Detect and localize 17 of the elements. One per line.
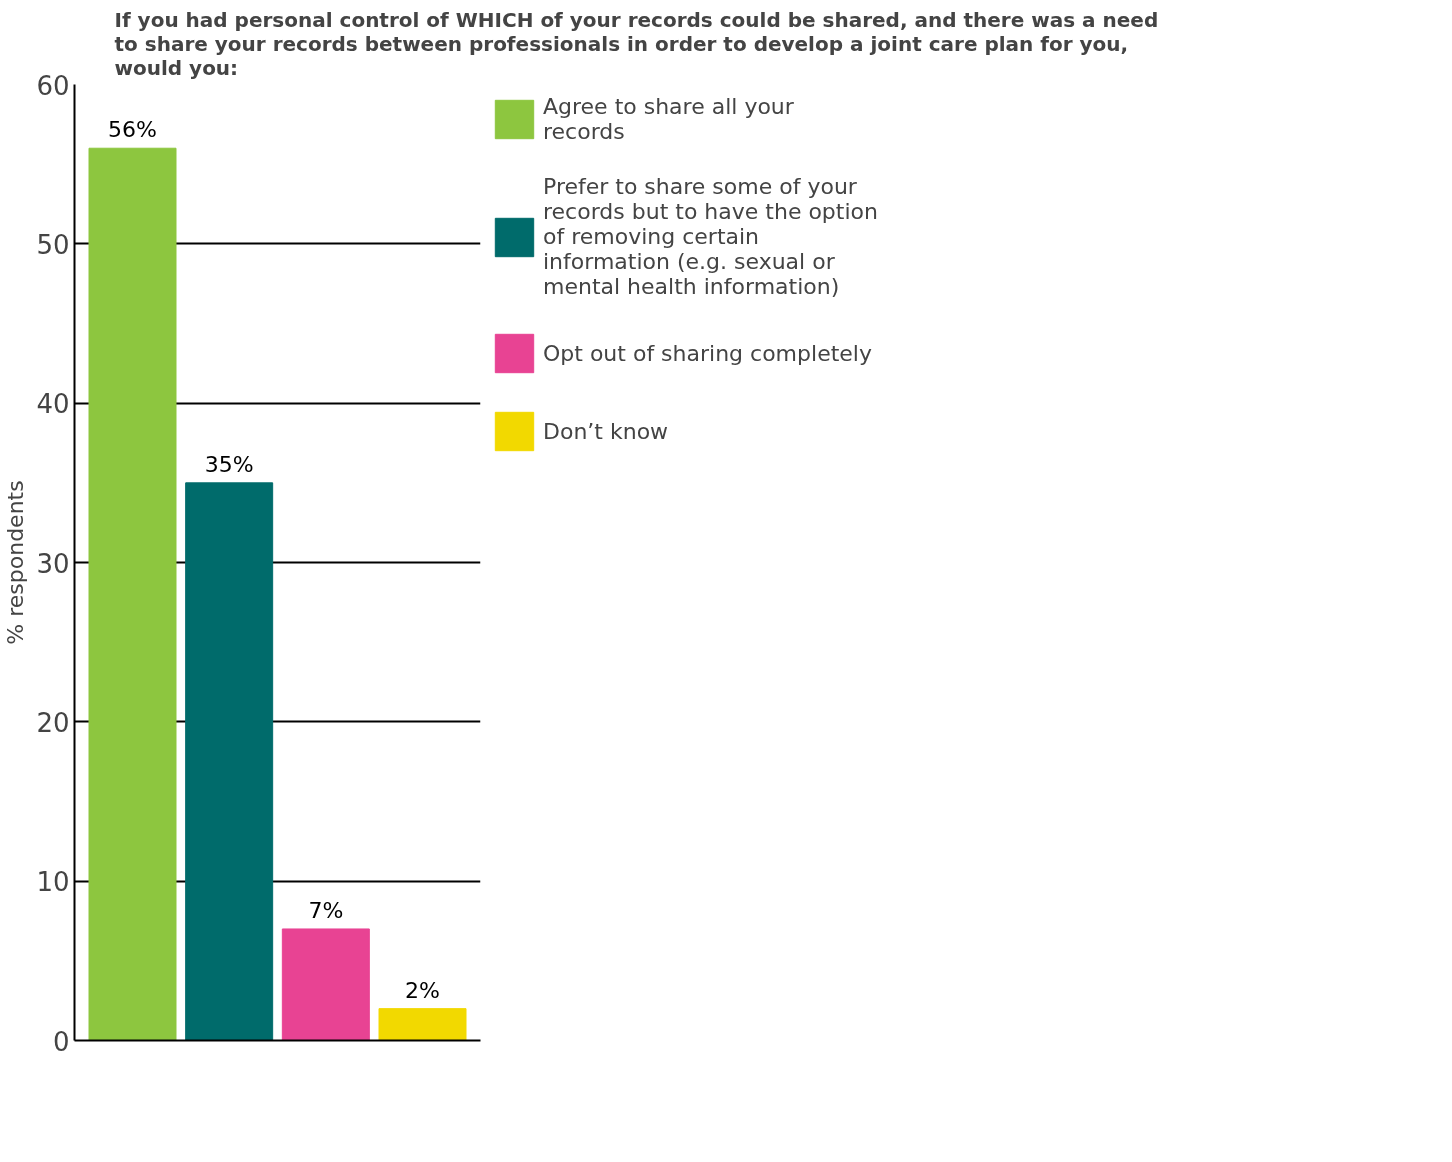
y-tick-label: 20: [36, 707, 70, 738]
y-tick-label: 10: [36, 867, 70, 898]
data-label: 7%: [308, 897, 344, 923]
data-label: 35%: [204, 451, 254, 477]
data-label: 56%: [108, 117, 157, 143]
y-axis-title: % respondents: [3, 480, 29, 645]
legend-label: Prefer to share some of your records but to have the option of removing certain information (e.g. sexual or mental health information): [543, 174, 878, 299]
y-tick-label: 40: [36, 389, 70, 420]
y-tick-label: 30: [36, 548, 70, 579]
data-label: 2%: [405, 977, 440, 1003]
legend-label: Agree to share all your records: [543, 94, 794, 144]
legend-label: Don’t know: [543, 417, 669, 446]
y-tick-label: 0: [52, 1026, 70, 1057]
y-tick-label: 60: [36, 70, 70, 101]
y-tick-label: 50: [36, 229, 70, 260]
legend-label: Opt out of sharing completely: [543, 339, 872, 368]
text: If you had personal control of WHICH of your records could be shared, and there was a need to share your records between professionals in order to develop a joint care plan for you, would you:: [114, 7, 1159, 80]
